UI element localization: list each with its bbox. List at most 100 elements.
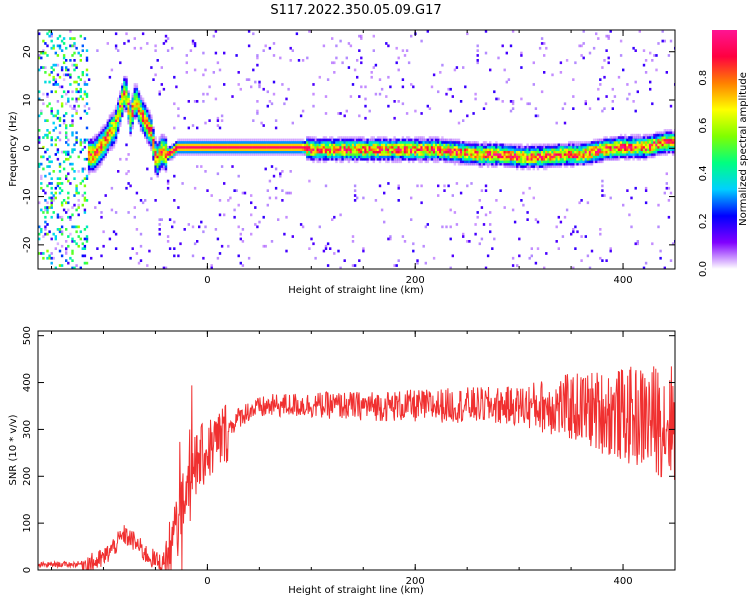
spectrogram-cell — [370, 136, 373, 139]
spectrogram-cell — [233, 150, 236, 154]
spectrogram-cell — [119, 61, 122, 65]
spectrogram-cell — [156, 160, 159, 164]
spectrogram-cell — [661, 153, 664, 156]
spectrogram-cell — [470, 141, 473, 144]
spectrogram-cell — [114, 112, 118, 115]
spectrogram-cell — [96, 165, 99, 168]
spectrogram-cell — [42, 211, 45, 214]
spectrogram-cell — [158, 136, 161, 139]
spectrogram-cell — [478, 153, 481, 156]
spectrogram-cell — [651, 150, 654, 154]
spectrogram-cell — [451, 95, 454, 98]
spectrogram-cell — [574, 225, 577, 229]
spectrogram-cell — [119, 95, 122, 98]
spectrogram-cell — [210, 153, 213, 156]
spectrogram-cell — [532, 61, 535, 65]
spectrogram-cell — [538, 148, 542, 151]
spectrogram-cell — [495, 155, 498, 159]
spectrogram-cell — [202, 100, 205, 103]
spectrogram-cell — [154, 143, 157, 147]
spectrogram-cell — [90, 148, 93, 151]
spectrogram-cell — [401, 235, 405, 238]
spectrogram-cell — [667, 215, 671, 219]
spectrogram-cell — [44, 150, 47, 154]
spectrogram-cell — [137, 90, 141, 94]
spectrogram-cell — [312, 153, 315, 156]
spectrogram-cell — [395, 157, 398, 161]
spectrogram-cell — [272, 92, 276, 96]
spectrogram-cell — [642, 157, 646, 161]
spectrogram-cell — [220, 150, 224, 154]
spectrogram-cell — [50, 191, 53, 195]
spectrogram-cell — [220, 114, 224, 118]
spectrogram-cell — [447, 184, 450, 188]
spectrogram-cell — [179, 242, 182, 246]
snr-ylabel: SNR (10 * v/v) — [8, 414, 19, 485]
spectrogram-cell — [385, 157, 388, 161]
spectrogram-cell — [580, 141, 583, 144]
spectrogram-cell — [110, 136, 114, 139]
spectrogram-cell — [509, 155, 513, 159]
spectrogram-cell — [92, 170, 95, 173]
spectrogram-cell — [376, 155, 380, 159]
spectrogram-cell — [200, 141, 203, 144]
spectrogram-cell — [316, 148, 319, 151]
spectrogram-cell — [160, 66, 163, 69]
spectrogram-cell — [239, 261, 242, 265]
spectrogram-cell — [426, 150, 429, 154]
spectrogram-cell — [466, 160, 469, 164]
spectrogram-cell — [385, 148, 388, 151]
spectrogram-cell — [574, 160, 577, 164]
spectrogram-cell — [52, 129, 55, 132]
spectrogram-cell — [77, 244, 80, 248]
spectrogram-cell — [410, 145, 413, 149]
spectrogram-cell — [60, 68, 64, 72]
spectrogram-cell — [362, 143, 365, 147]
spectrogram-cell — [628, 141, 631, 144]
spectrogram-cell — [624, 143, 627, 147]
spectrogram-cell — [40, 56, 43, 60]
spectrogram-cell — [410, 138, 413, 142]
spectrogram-cell — [324, 148, 328, 151]
spectrogram-cell — [613, 148, 617, 151]
spectrogram-cell — [412, 160, 415, 164]
spectrogram-cell — [146, 141, 149, 144]
spectrogram-cell — [291, 150, 294, 154]
spectrogram-cell — [152, 143, 155, 147]
spectrogram-cell — [642, 141, 646, 144]
snr-series-line — [38, 366, 675, 570]
spectrogram-cell — [412, 145, 415, 149]
spectrogram-cell — [123, 78, 126, 81]
spectrogram-cell — [489, 211, 492, 214]
spectrogram-cell — [489, 157, 492, 161]
spectrogram-cell — [630, 155, 633, 159]
spectrogram-cell — [543, 153, 546, 156]
spectrogram-cell — [513, 155, 517, 159]
spectrogram-cell — [389, 141, 392, 144]
spectrogram-cell — [559, 220, 563, 224]
spectrogram-cell — [285, 138, 288, 142]
spectrogram-cell — [185, 148, 188, 151]
spectrogram-cell — [56, 182, 60, 185]
spectrogram-cell — [520, 148, 523, 151]
spectrogram-cell — [353, 157, 357, 161]
spectrogram-cell — [374, 143, 378, 147]
spectrogram-cell — [457, 145, 461, 149]
spectrogram-cell — [576, 157, 579, 161]
spectrogram-cell — [71, 252, 74, 255]
spectrogram-cell — [453, 162, 457, 166]
spectrogram-cell — [316, 138, 319, 142]
spectrogram-cell — [555, 240, 558, 243]
spectrogram-cell — [613, 153, 617, 156]
spectrogram-cell — [580, 259, 583, 262]
spectrogram-cell — [69, 30, 72, 33]
spectrogram-cell — [87, 143, 91, 147]
colorbar-tick-label: 0.8 — [698, 70, 709, 86]
spectrogram-cell — [254, 223, 257, 226]
spectrogram-cell — [624, 141, 627, 144]
spectrogram-cell — [401, 141, 405, 144]
spectrogram-cell — [393, 143, 396, 147]
spectrogram-cell — [241, 228, 245, 231]
spectrogram-cell — [570, 153, 573, 156]
spectrogram-cell — [50, 39, 53, 43]
